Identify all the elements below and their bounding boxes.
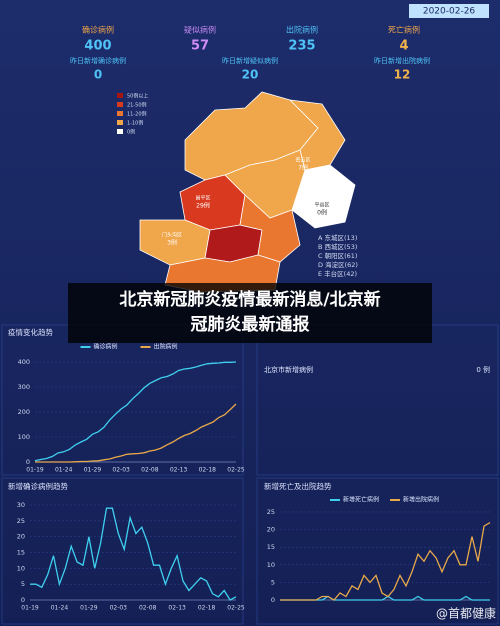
x-tick-label: 01-24 — [51, 605, 69, 612]
region-name: 密云区 — [295, 157, 310, 164]
y-tick-label: 20 — [267, 526, 275, 534]
y-tick-label: 10 — [17, 564, 25, 572]
date: 2020-02-26 — [423, 7, 476, 17]
legend-label: 新增出院病例 — [403, 496, 439, 504]
legend-label: 新增死亡病例 — [343, 496, 379, 504]
panel-title: 北京市新增病例 — [264, 365, 313, 374]
x-tick-label: 02-03 — [110, 605, 128, 612]
y-tick-label: 300 — [18, 383, 30, 391]
panel — [1, 477, 244, 625]
x-tick-label: 01-19 — [26, 467, 44, 474]
banner-text: 北京新冠肺炎疫情最新消息/北京新 — [119, 289, 380, 310]
legend-label: 11-20例 — [127, 111, 147, 118]
panel — [256, 477, 499, 625]
district-label: E 丰台区(42) — [318, 269, 357, 278]
x-tick-label: 02-03 — [112, 467, 130, 474]
banner-text: 冠肺炎最新通报 — [191, 314, 310, 335]
y-tick-label: 30 — [17, 501, 25, 509]
y-tick-label: 200 — [18, 408, 30, 416]
sub-stat-label: 昨日新增确诊病例 — [70, 56, 126, 65]
line-series — [30, 507, 237, 601]
district-label: B 西城区(53) — [318, 243, 357, 251]
x-tick-label: 02-13 — [168, 605, 186, 612]
sub-stat-label: 昨日新增出院病例 — [374, 56, 430, 65]
x-tick-label: 02-18 — [199, 467, 217, 474]
legend-label: 50例以上 — [127, 93, 148, 100]
x-tick-label: 01-29 — [84, 467, 102, 474]
region-count: 0例 — [317, 209, 327, 217]
sub-stat-value: 0 — [94, 68, 102, 82]
banner-bg — [68, 283, 432, 343]
sub-stat-value: 20 — [242, 68, 259, 82]
legend-swatch — [117, 102, 123, 107]
y-tick-label: 25 — [267, 508, 275, 516]
district-label: A 东城区(13) — [318, 233, 357, 242]
legend-swatch — [117, 120, 123, 125]
stat-label: 出院病例 — [286, 25, 318, 35]
y-tick-label: 5 — [271, 578, 275, 586]
map — [139, 91, 356, 293]
chart-title: 疫情变化趋势 — [8, 327, 53, 337]
stat-value: 4 — [399, 39, 408, 54]
y-tick-label: 0 — [26, 458, 30, 466]
sub-stat-value: 12 — [394, 68, 411, 82]
y-tick-label: 10 — [267, 561, 275, 569]
y-tick-label: 15 — [17, 549, 25, 557]
line-series — [34, 361, 237, 462]
stat-value: 400 — [84, 39, 111, 54]
y-tick-label: 25 — [17, 517, 25, 525]
region-name: 昌平区 — [195, 196, 210, 202]
y-tick-label: 100 — [18, 433, 30, 441]
region-count: 3例 — [167, 239, 177, 247]
stat-label: 疑似病例 — [184, 25, 216, 35]
stat-label: 死亡病例 — [388, 25, 420, 35]
region-name: 平谷区 — [314, 202, 329, 209]
x-tick-label: 02-25 — [227, 467, 245, 474]
x-tick-label: 02-25 — [227, 605, 245, 612]
line-series — [35, 403, 237, 463]
stat-value: 235 — [288, 39, 315, 54]
legend-swatch — [117, 111, 123, 116]
x-tick-label: 01-19 — [21, 605, 39, 612]
y-tick-label: 400 — [18, 358, 30, 366]
region-count: 29例 — [196, 202, 210, 210]
sub-stat-label: 昨日新增疑似病例 — [222, 56, 278, 65]
x-tick-label: 01-24 — [55, 467, 73, 474]
legend-label: 0例 — [127, 129, 135, 136]
chart-title: 新增确诊病例趋势 — [8, 481, 68, 491]
x-tick-label: 02-18 — [198, 605, 216, 612]
chart-title: 新增死亡及出院趋势 — [264, 481, 332, 491]
legend-label: 确诊病例 — [94, 343, 118, 351]
legend-label: 21-50例 — [127, 102, 147, 109]
y-tick-label: 15 — [267, 543, 275, 551]
legend-label: 1-10例 — [127, 120, 143, 127]
legend-swatch — [117, 129, 123, 134]
y-tick-label: 20 — [17, 533, 25, 541]
legend-swatch — [117, 93, 123, 98]
y-tick-label: 0 — [271, 596, 275, 604]
legend-label: 出院病例 — [154, 343, 178, 351]
x-tick-label: 01-29 — [80, 605, 98, 612]
region-count: 7例 — [298, 164, 308, 172]
x-tick-label: 02-08 — [141, 467, 159, 474]
district-label: D 海淀区(62) — [318, 260, 358, 269]
date-box — [409, 4, 489, 18]
watermark: @首都健康 — [436, 606, 496, 621]
stat-value: 57 — [191, 39, 209, 54]
stat-label: 确诊病例 — [82, 25, 114, 35]
panel-value: 0 例 — [476, 365, 490, 374]
region-name: 门头沟区 — [162, 232, 182, 239]
x-tick-label: 02-13 — [170, 467, 188, 474]
x-tick-label: 02-08 — [139, 605, 157, 612]
district-label: C 朝阳区(61) — [318, 251, 357, 260]
y-tick-label: 0 — [21, 596, 25, 604]
line-series — [280, 522, 491, 601]
y-tick-label: 5 — [21, 580, 25, 588]
